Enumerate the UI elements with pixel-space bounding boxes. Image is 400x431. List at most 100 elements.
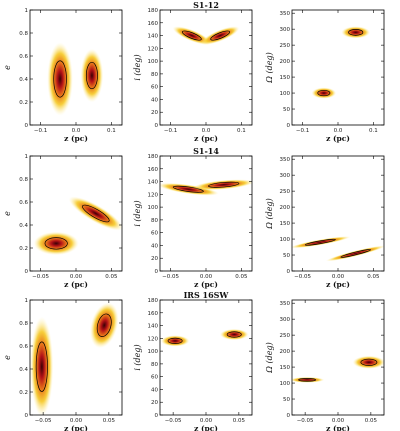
y-tick-label: 20 [151,110,158,116]
y-tick-label: 0.6 [19,344,28,350]
density-blob [160,182,219,196]
y-tick-label: 20 [151,400,158,406]
y-tick-label: 300 [280,27,291,33]
y-axis-label: i (deg) [133,54,142,80]
x-tick-label: −0.05 [162,274,179,280]
contour-line [360,358,378,366]
y-tick-label: 40 [151,97,158,103]
x-tick-label: 0.05 [235,274,248,280]
y-tick-label: 100 [280,237,291,243]
y-tick-label: 0 [25,413,29,419]
y-tick-label: 140 [148,34,159,40]
y-tick-label: 200 [280,349,291,355]
x-tick-label: 0.00 [200,418,213,424]
density-blob [30,316,54,415]
y-tick-label: 80 [151,362,158,368]
blob-group [33,196,122,256]
y-tick-label: 160 [148,167,159,173]
y-tick-label: 0.8 [19,321,28,327]
contour-line [340,249,371,258]
y-tick-label: 60 [151,231,158,237]
density-blob [193,179,252,191]
y-tick-label: 180 [148,8,159,14]
y-tick-label: 120 [148,46,159,52]
contour-line [304,238,336,246]
axes-frame [291,9,385,126]
y-tick-label: 80 [151,218,158,224]
y-axis-label: Ω (deg) [265,52,274,83]
contour-line [44,237,68,250]
y-tick-label: 140 [148,180,159,186]
contour-line [53,60,67,98]
y-tick-label: 0 [287,269,291,275]
density-blob [352,355,384,369]
x-tick-label: 0.0 [202,128,211,134]
y-axis-label: i (deg) [133,344,142,370]
x-axis-label: z (pc) [326,280,350,289]
y-tick-label: 350 [280,157,291,163]
x-tick-label: 0.00 [200,274,213,280]
density-blob [292,377,325,383]
y-tick-label: 0.2 [19,246,28,252]
contour-line [348,29,364,36]
panel-8: −0.05 0.00 0.05 0 20 40 60 80 100 120 140 160 180 z (… [133,290,253,431]
x-axis-label: z (pc) [64,424,88,431]
axes-frame [159,299,253,416]
x-axis-label: z (pc) [194,280,218,289]
contour-line [35,341,48,392]
contour-line [226,331,242,338]
y-axis-label: e [3,211,12,216]
contour-line [208,181,240,188]
x-tick-label: −0.05 [165,418,182,424]
y-tick-label: 0 [287,413,291,419]
y-tick-label: 150 [280,221,291,227]
x-axis-label: z (pc) [326,424,350,431]
x-tick-label: −0.1 [164,128,177,134]
density-blob [292,236,351,249]
panel-title: S1-14 [193,146,219,156]
y-tick-label: 60 [151,375,158,381]
x-tick-label: 0.00 [332,274,345,280]
y-axis-label: i (deg) [133,200,142,226]
contour-line [181,30,202,41]
y-tick-label: 80 [151,72,158,78]
panel-6: −0.05 0.00 0.05 0 50 100 150 200 250 300 350 z (pc)… [265,155,385,289]
x-axis-label: z (pc) [64,280,88,289]
x-tick-label: 0.00 [332,418,345,424]
blob-group [311,26,371,99]
y-tick-label: 0.6 [19,200,28,206]
y-tick-label: 50 [283,397,290,403]
y-tick-label: 120 [148,336,159,342]
x-tick-label: −0.1 [296,128,309,134]
y-tick-label: 0.6 [19,54,28,60]
y-tick-label: 250 [280,189,291,195]
x-tick-label: 0.05 [105,274,118,280]
axes-frame [159,155,253,272]
density-blob [311,87,337,99]
y-tick-label: 180 [148,154,159,160]
x-tick-label: 0.05 [365,418,378,424]
y-tick-label: 0 [155,269,159,275]
y-tick-label: 60 [151,85,158,91]
y-tick-label: 0 [155,413,159,419]
contour-line [167,337,183,344]
y-axis-label: Ω (deg) [265,342,274,373]
x-tick-label: −0.05 [297,418,314,424]
density-blob [219,328,249,341]
y-tick-label: 100 [148,205,159,211]
panel-5: −0.05 0.00 0.05 0 20 40 60 80 100 120 140 160 180 z (… [133,146,253,289]
y-tick-label: 160 [148,21,159,27]
contour-line [298,378,316,382]
y-tick-label: 120 [148,192,159,198]
y-tick-label: 50 [283,253,290,259]
density-blob [160,335,190,347]
x-tick-label: 0.0 [72,128,81,134]
y-tick-label: 200 [280,59,291,65]
x-axis-label: z (pc) [64,134,88,143]
axes-frame [29,9,123,126]
density-blob [341,26,371,39]
contour-line [85,61,98,90]
y-tick-label: 100 [148,59,159,65]
y-tick-label: 1 [25,154,29,160]
y-tick-label: 0 [25,269,29,275]
